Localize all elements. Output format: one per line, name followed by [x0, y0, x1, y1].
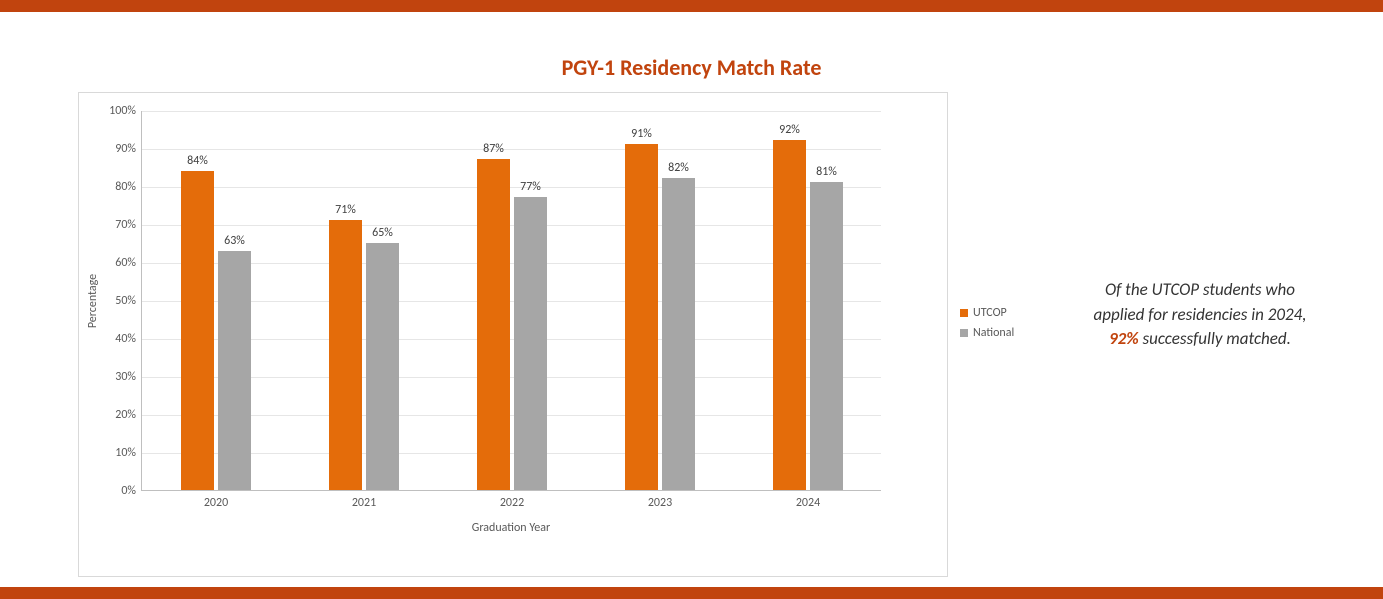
legend-swatch [960, 309, 968, 317]
y-tick-label: 30% [115, 370, 142, 384]
bar-value-label: 92% [779, 123, 800, 141]
y-tick-label: 70% [115, 218, 142, 232]
y-tick-label: 20% [115, 408, 142, 422]
x-tick-label: 2022 [500, 490, 524, 510]
bar [810, 182, 843, 490]
x-axis-title: Graduation Year [472, 521, 550, 535]
gridline [142, 377, 881, 378]
legend-item: UTCOP [960, 306, 1014, 320]
bar-value-label: 82% [668, 161, 689, 179]
gridline [142, 187, 881, 188]
chart-container: 0% 10% 20% 30% 40% 50% 60% 70% 80% 90% 100% 2020 84%… [78, 92, 948, 577]
y-tick-label: 80% [115, 180, 142, 194]
bar [218, 251, 251, 490]
x-tick-label: 2020 [204, 490, 228, 510]
y-tick-label: 50% [115, 294, 142, 308]
y-tick-label: 100% [109, 104, 142, 118]
chart-legend: UTCOP National [960, 300, 1014, 346]
y-tick-label: 0% [121, 484, 142, 498]
bar [773, 140, 806, 490]
y-tick-label: 40% [115, 332, 142, 346]
gridline [142, 111, 881, 112]
gridline [142, 149, 881, 150]
bar [477, 159, 510, 490]
callout-highlight: 92% [1109, 328, 1139, 349]
bar-value-label: 65% [372, 226, 393, 244]
chart-plot-area: 0%10%20%30%40%50%60%70%80%90%100%202084%… [141, 111, 881, 491]
gridline [142, 225, 881, 226]
bar-value-label: 77% [520, 180, 541, 198]
x-tick-label: 2024 [796, 490, 820, 510]
x-tick-label: 2021 [352, 490, 376, 510]
y-tick-label: 10% [115, 446, 142, 460]
bar-value-label: 91% [631, 127, 652, 145]
bar [514, 197, 547, 490]
bar [662, 178, 695, 490]
callout-line3-rest: successfully matched. [1139, 328, 1291, 349]
chart-title: PGY-1 Residency Match Rate [0, 54, 1383, 81]
gridline [142, 339, 881, 340]
bar-value-label: 87% [483, 142, 504, 160]
bar-value-label: 71% [335, 203, 356, 221]
legend-swatch [960, 329, 968, 337]
bar [625, 144, 658, 490]
y-axis-title: Percentage [86, 274, 100, 328]
legend-label: National [973, 326, 1014, 340]
y-tick-label: 60% [115, 256, 142, 270]
gridline [142, 453, 881, 454]
callout-text: Of the UTCOP students who applied for re… [1040, 278, 1360, 352]
bar [181, 171, 214, 490]
bottom-horizontal-rule [0, 587, 1383, 599]
gridline [142, 263, 881, 264]
legend-item: National [960, 326, 1014, 340]
bar [329, 220, 362, 490]
bar-value-label: 84% [187, 154, 208, 172]
callout-line2: applied for residencies in 2024, [1094, 304, 1307, 325]
legend-label: UTCOP [973, 306, 1007, 320]
bar [366, 243, 399, 490]
x-tick-label: 2023 [648, 490, 672, 510]
gridline [142, 301, 881, 302]
bar-value-label: 63% [224, 234, 245, 252]
top-horizontal-rule [0, 0, 1383, 12]
gridline [142, 415, 881, 416]
callout-line1: Of the UTCOP students who [1105, 279, 1295, 300]
bar-value-label: 81% [816, 165, 837, 183]
y-tick-label: 90% [115, 142, 142, 156]
